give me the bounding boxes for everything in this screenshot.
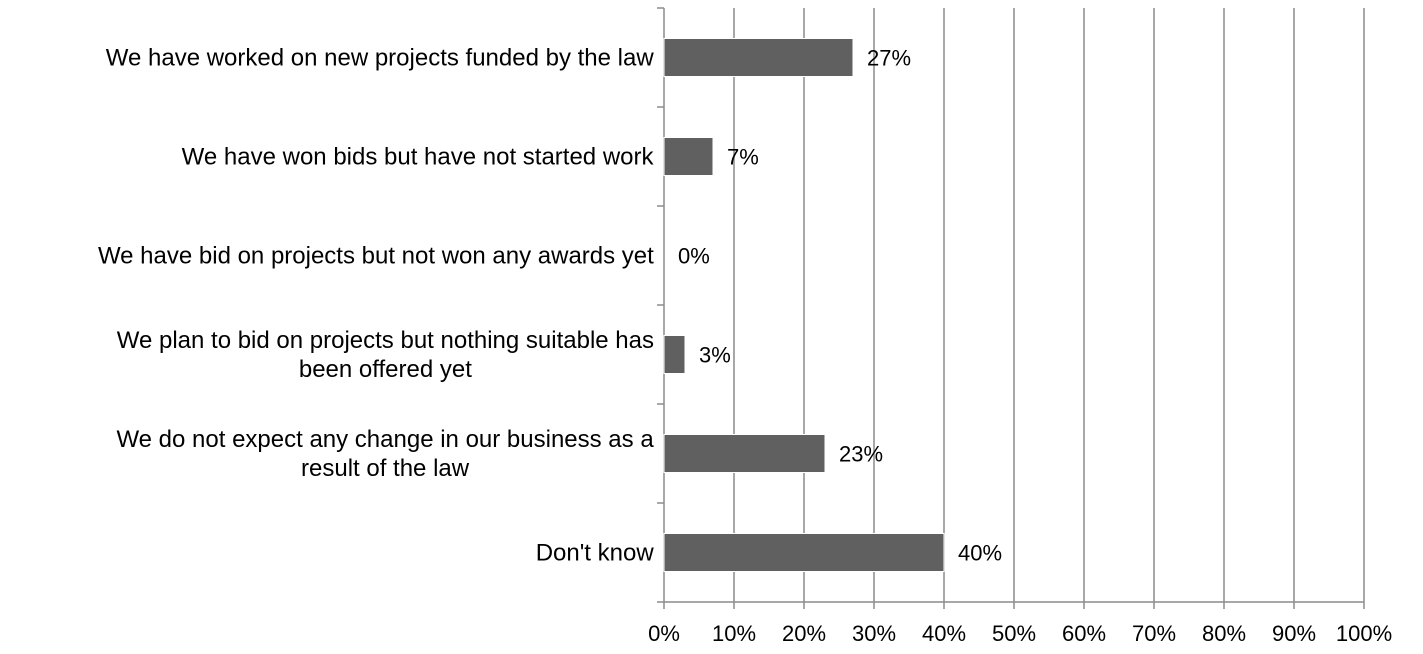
x-tick-label: 70% — [1132, 621, 1176, 646]
category-label: We have won bids but have not started wo… — [182, 144, 655, 171]
x-tick-label: 60% — [1062, 621, 1106, 646]
bars — [663, 38, 945, 572]
x-tick-labels: 0% 10% 20% 30% 40% 50% 60% 70% 80% 90% 100% — [648, 621, 1392, 646]
bar — [663, 434, 826, 473]
data-label: 27% — [867, 46, 911, 71]
x-tick-label: 90% — [1272, 621, 1316, 646]
data-label: 40% — [958, 541, 1002, 566]
category-label: We have bid on projects but not won any … — [98, 243, 654, 270]
bar — [663, 533, 945, 572]
x-tick-label: 10% — [712, 621, 756, 646]
x-tick-label: 0% — [648, 621, 680, 646]
x-tick-label: 50% — [992, 621, 1036, 646]
category-labels: We have worked on new projects funded by… — [98, 45, 655, 567]
category-label: We have worked on new projects funded by… — [106, 45, 655, 72]
bar — [663, 335, 686, 374]
bar — [663, 38, 854, 77]
category-label: We do not expect any change in our busin… — [116, 426, 654, 482]
data-label: 3% — [699, 343, 731, 368]
bar — [663, 137, 714, 176]
category-label: We plan to bid on projects but nothing s… — [117, 327, 654, 383]
gridlines — [733, 8, 1365, 602]
data-label: 0% — [678, 244, 710, 269]
x-tick-label: 30% — [852, 621, 896, 646]
x-tick-label: 100% — [1336, 621, 1392, 646]
data-label: 23% — [839, 442, 883, 467]
axes — [657, 7, 1365, 609]
category-label: Don't know — [536, 540, 655, 567]
x-tick-label: 80% — [1202, 621, 1246, 646]
x-tick-label: 40% — [922, 621, 966, 646]
x-tick-label: 20% — [782, 621, 826, 646]
data-label: 7% — [727, 145, 759, 170]
data-labels: 27% 7% 0% 3% 23% 40% — [678, 46, 1002, 566]
